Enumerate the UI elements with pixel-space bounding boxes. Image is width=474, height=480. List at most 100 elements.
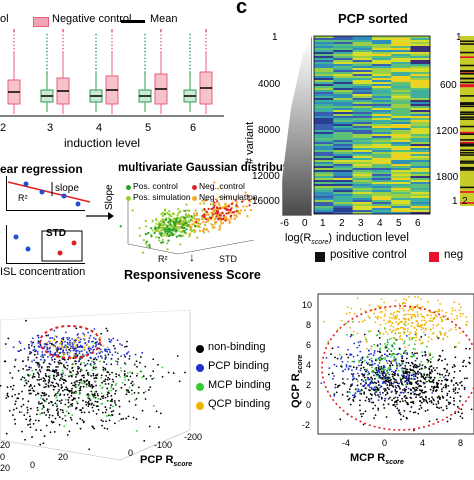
scatter3d-point — [44, 374, 47, 377]
scatter2d-point — [395, 362, 398, 364]
scatter3d-point — [109, 351, 111, 354]
box-outlier — [144, 33, 146, 36]
scatter2d-point — [386, 343, 389, 346]
scatter3d-point — [93, 328, 96, 330]
scatter2d-point — [429, 371, 431, 374]
scatter3d-point — [26, 369, 28, 371]
scatter3d-point — [144, 390, 147, 393]
scatter2d-point — [379, 372, 382, 375]
legend-neg-control: Neg. control — [199, 181, 245, 191]
heatmap-cell — [410, 92, 431, 95]
heatmap-cell — [352, 184, 373, 187]
gaussian-point — [235, 209, 238, 213]
scatter2d-point — [419, 404, 422, 407]
scatter3d-point — [17, 392, 20, 395]
scatter3d-point — [64, 345, 67, 348]
scatter3d-point — [142, 391, 145, 394]
scatter3d-point — [14, 400, 17, 403]
scatter2d-point — [405, 397, 407, 400]
heatmap-cell — [371, 104, 392, 107]
scatter3d-point — [69, 344, 71, 346]
scatter3d-point — [42, 361, 45, 364]
gaussian-point — [173, 227, 176, 230]
scatter3d-point — [13, 365, 16, 368]
scatter3d-point — [124, 345, 126, 348]
scatter3d-point — [29, 352, 31, 355]
heatmap-cell — [333, 188, 353, 191]
box-outlier — [111, 30, 113, 33]
scatter3d-point — [73, 391, 76, 394]
scatter3d-point — [48, 362, 51, 365]
box-outlier — [144, 64, 146, 66]
scatter3d-point — [22, 403, 25, 406]
scatter2d-point — [407, 387, 410, 390]
heatmap-cell — [391, 120, 411, 123]
scatter3d-point — [67, 401, 70, 404]
heatmap-cell — [371, 90, 392, 93]
scatter2d-point — [383, 353, 386, 356]
scatter2d-point — [438, 354, 441, 357]
heatmap-cell — [352, 78, 373, 81]
scatter3d-point — [104, 354, 107, 357]
heatmap-cell — [314, 106, 334, 109]
scatter2d-point — [386, 391, 389, 394]
scatter3d-point — [55, 409, 58, 412]
strip-band — [460, 125, 474, 128]
heatmap-cell — [352, 192, 373, 195]
scatter3d-point — [93, 390, 96, 393]
scatter3d-point — [60, 384, 63, 386]
scatter2d-point — [444, 358, 447, 361]
heatmap-cell — [371, 100, 392, 103]
scatter2d-point — [364, 336, 366, 339]
scatter3d-point — [108, 373, 111, 376]
scatter2d-point — [369, 386, 371, 389]
scatter3d-point — [61, 346, 64, 349]
gaussian-point — [160, 227, 164, 230]
heatmap-cell — [391, 150, 411, 153]
scatter3d-point — [48, 379, 50, 381]
scatter2d-point — [391, 390, 393, 393]
scatter3d-point — [73, 381, 76, 384]
logr-label: log(Rscore) — [285, 232, 332, 246]
scatter2d-point — [445, 407, 448, 410]
gaussian-point — [228, 220, 231, 223]
scatter2d-point — [402, 352, 405, 354]
scatter3d-point — [120, 369, 123, 372]
scatter2d-point — [389, 312, 392, 315]
heatmap-cell — [333, 152, 353, 155]
heatmap-cell — [333, 196, 353, 199]
scatter2d-point — [431, 380, 434, 383]
scatter3d-point — [152, 370, 155, 373]
scatter3d-point — [90, 348, 92, 351]
scatter2d-point — [337, 384, 340, 387]
gaussian-point — [147, 231, 150, 235]
heatmap-cell — [391, 178, 411, 181]
scatter2d-point — [405, 334, 408, 337]
gaussian-point — [177, 208, 180, 211]
scatter2d-point — [335, 365, 338, 368]
box-outlier — [160, 34, 162, 36]
scatter3d-point — [73, 340, 76, 343]
gaussian-point — [249, 209, 252, 212]
heatmap-cell — [352, 46, 373, 49]
scatter3d-point — [85, 403, 88, 406]
scatter2d-point — [365, 338, 368, 341]
scatter2d-point — [418, 371, 421, 374]
scatter2d-point — [377, 369, 380, 371]
scatter2d-point — [442, 386, 445, 389]
gaussian-point — [172, 224, 175, 228]
scatter3d-point — [103, 361, 105, 363]
scatter3d-point — [74, 360, 77, 363]
scatter2d-point — [392, 397, 395, 400]
heatmap-cell — [391, 102, 411, 105]
scatter2d-point — [409, 388, 412, 391]
scatter3d-point — [23, 377, 26, 379]
scatter3d-point — [102, 420, 104, 423]
scatter2d-point — [392, 373, 395, 376]
pcp-right-y-tick: 1200 — [436, 126, 459, 137]
scatter3d-point — [80, 382, 83, 385]
heatmap-cell — [352, 110, 373, 113]
heatmap-cell — [333, 114, 353, 117]
heatmap-cell — [352, 106, 373, 109]
heatmap-cell — [371, 172, 392, 175]
